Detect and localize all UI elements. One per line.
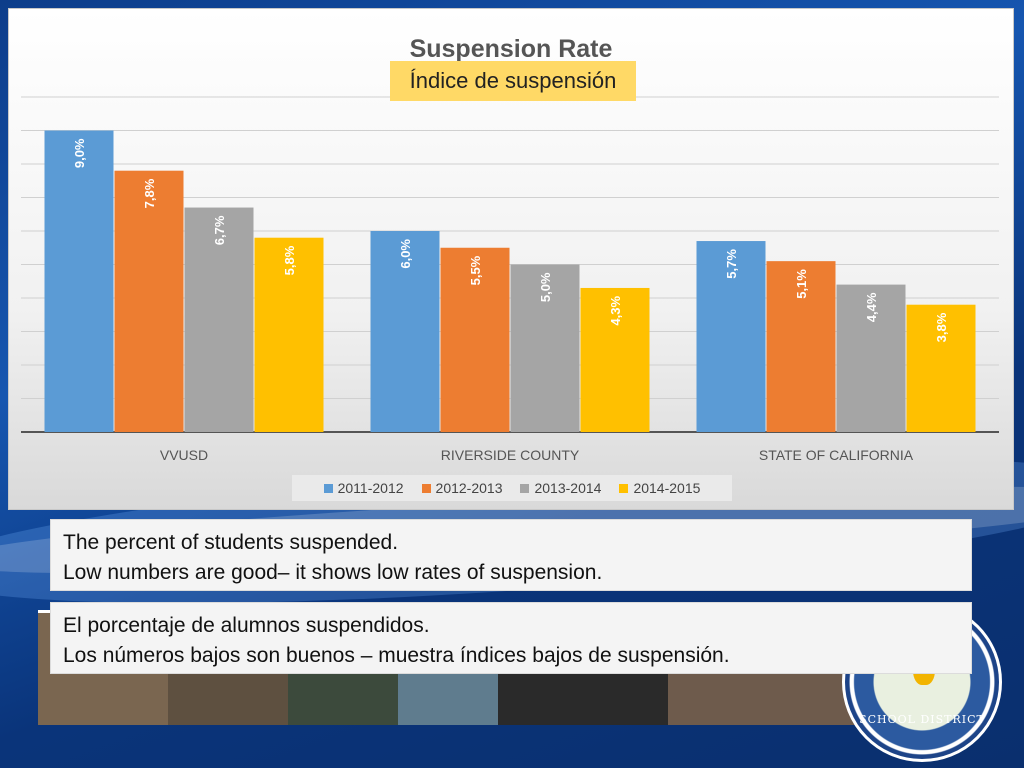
data-label: 5,5% — [468, 255, 483, 285]
chart-legend: 2011-2012 2012-2013 2013-2014 2014-2015 — [292, 475, 732, 501]
data-label: 7,8% — [142, 178, 157, 208]
data-label: 4,3% — [608, 296, 623, 326]
bar-2011-2012-riverside-county — [370, 231, 440, 432]
bar-2012-2013-state-of-california — [766, 261, 836, 432]
chart-panel: 9,0% 7,8% 6,7% 5,8% VVUSD 6,0% 5,5% 5,0% 4,3% RIV… — [8, 8, 1014, 510]
data-label: 5,0% — [538, 272, 553, 302]
legend-item-2012-2013: 2012-2013 — [421, 480, 503, 496]
legend-label: 2012-2013 — [435, 480, 503, 496]
data-label: 5,7% — [724, 249, 739, 279]
category-label: STATE OF CALIFORNIA — [759, 447, 914, 463]
data-label: 3,8% — [934, 312, 949, 342]
legend-item-2014-2015: 2014-2015 — [619, 480, 700, 496]
data-label: 4,4% — [864, 292, 879, 322]
spanish-note-line-1: El porcentaje de alumnos suspendidos. — [63, 614, 430, 637]
chart-subtitle: Índice de suspensión — [390, 61, 636, 101]
spanish-note-line-2: Los números bajos son buenos – muestra í… — [63, 644, 730, 667]
english-note: The percent of students suspended. Low n… — [50, 519, 972, 591]
legend-swatch — [619, 483, 629, 493]
data-label: 5,8% — [282, 245, 297, 275]
bar-2014-2015-riverside-county — [580, 287, 650, 432]
seal-text: SCHOOL DISTRICT — [859, 713, 985, 726]
legend-label: 2011-2012 — [337, 480, 404, 496]
bar-2014-2015-vvusd — [254, 237, 324, 432]
bar-2013-2014-riverside-county — [510, 264, 580, 432]
data-label: 6,7% — [212, 215, 227, 245]
data-label: 9,0% — [72, 138, 87, 168]
category-label: RIVERSIDE COUNTY — [441, 447, 580, 463]
bar-2012-2013-vvusd — [114, 170, 184, 432]
bar-chart: 9,0% 7,8% 6,7% 5,8% VVUSD 6,0% 5,5% 5,0% 4,3% RIV… — [21, 96, 999, 463]
english-note-line-2: Low numbers are good– it shows low rates… — [63, 561, 603, 584]
legend-item-2011-2012: 2011-2012 — [323, 480, 404, 496]
legend-swatch — [421, 483, 431, 493]
bar-2013-2014-vvusd — [184, 207, 254, 432]
legend-label: 2013-2014 — [534, 480, 602, 496]
english-note-line-1: The percent of students suspended. — [63, 531, 399, 554]
legend-label: 2014-2015 — [633, 480, 701, 496]
legend-item-2013-2014: 2013-2014 — [520, 480, 601, 496]
bar-2011-2012-vvusd — [44, 130, 114, 432]
bar-2013-2014-state-of-california — [836, 284, 906, 432]
chart-title: Suspension Rate — [409, 35, 613, 63]
spanish-note: El porcentaje de alumnos suspendidos. Lo… — [50, 602, 972, 674]
legend-swatch — [323, 483, 333, 493]
bar-2012-2013-riverside-county — [440, 247, 510, 432]
data-label: 6,0% — [398, 239, 413, 269]
bar-2011-2012-state-of-california — [696, 241, 766, 432]
data-label: 5,1% — [794, 269, 809, 299]
category-label: VVUSD — [160, 447, 208, 463]
bar-2014-2015-state-of-california — [906, 304, 976, 432]
legend-swatch — [520, 483, 530, 493]
